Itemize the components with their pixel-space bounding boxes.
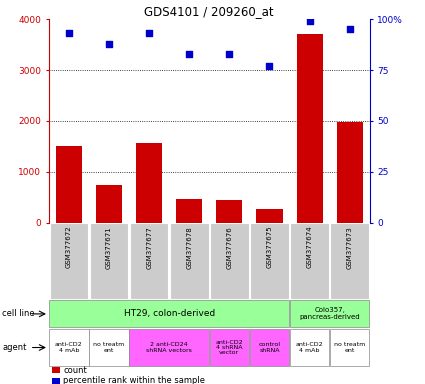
Point (346, 26, 353, 33)
Bar (210, 329, 249, 366)
Text: GSM377674: GSM377674 (306, 226, 312, 268)
Bar (130, 223, 168, 299)
Bar (250, 223, 289, 299)
Bar (290, 223, 329, 299)
Bar (89, 329, 129, 366)
Bar (337, 122, 363, 223)
Bar (297, 35, 323, 223)
Text: anti-CD2
4 mAb: anti-CD2 4 mAb (296, 342, 323, 353)
Bar (210, 223, 249, 299)
Bar (49, 300, 289, 328)
Bar (52, 367, 60, 373)
Text: GSM377676: GSM377676 (227, 226, 232, 268)
Text: GSM377678: GSM377678 (186, 226, 192, 268)
Point (266, 63, 273, 69)
Bar (50, 223, 88, 299)
Text: 2 anti-CD24
shRNA vectors: 2 anti-CD24 shRNA vectors (146, 342, 192, 353)
Text: control
shRNA: control shRNA (258, 342, 280, 353)
Bar (130, 329, 209, 366)
Bar (331, 223, 369, 299)
Text: no treatm
ent: no treatm ent (94, 342, 125, 353)
Text: percentile rank within the sample: percentile rank within the sample (63, 376, 205, 384)
Text: GSM377672: GSM377672 (66, 226, 72, 268)
Text: GSM377673: GSM377673 (347, 226, 353, 268)
Bar (96, 185, 122, 223)
Bar (170, 223, 209, 299)
Text: anti-CD2
4 shRNA
vector: anti-CD2 4 shRNA vector (215, 339, 243, 356)
Text: GSM377677: GSM377677 (146, 226, 152, 268)
Text: count: count (63, 366, 87, 375)
Text: anti-CD2
4 mAb: anti-CD2 4 mAb (55, 342, 83, 353)
Point (65, 30, 72, 36)
Text: GSM377671: GSM377671 (106, 226, 112, 268)
Point (306, 18, 313, 24)
Bar (216, 200, 242, 223)
Text: HT29, colon-derived: HT29, colon-derived (124, 310, 215, 318)
Bar (56, 146, 82, 223)
Point (106, 41, 113, 47)
Text: agent: agent (2, 343, 26, 352)
Bar (330, 329, 369, 366)
Text: GSM377675: GSM377675 (266, 226, 272, 268)
Bar (52, 377, 60, 384)
Point (226, 51, 233, 57)
Point (146, 30, 153, 36)
Bar (176, 199, 202, 223)
Text: cell line: cell line (2, 310, 35, 318)
Bar (250, 329, 289, 366)
Bar (256, 209, 283, 223)
Bar (49, 329, 88, 366)
Title: GDS4101 / 209260_at: GDS4101 / 209260_at (144, 5, 274, 18)
Bar (290, 329, 329, 366)
Text: no treatm
ent: no treatm ent (334, 342, 366, 353)
Bar (290, 300, 369, 328)
Bar (90, 223, 128, 299)
Point (186, 51, 193, 57)
Text: Colo357,
pancreas-derived: Colo357, pancreas-derived (299, 308, 360, 320)
Bar (136, 143, 162, 223)
